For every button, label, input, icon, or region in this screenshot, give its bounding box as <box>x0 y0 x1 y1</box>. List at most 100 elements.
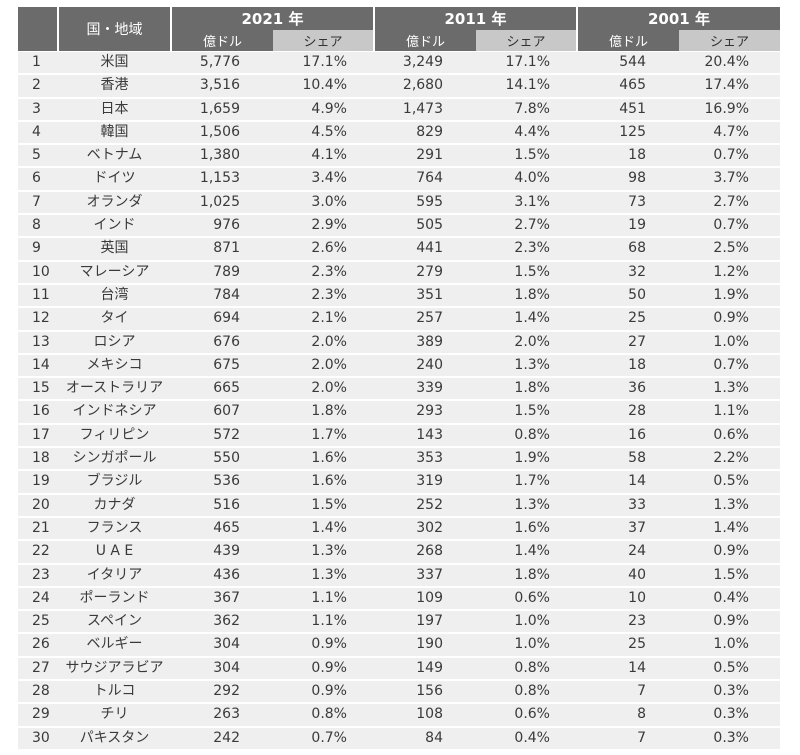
value-2001: 14 <box>628 659 646 676</box>
value-2021: 304 <box>213 636 240 653</box>
table-row: 9 英国 871 2.6% 441 2.3% 68 2.5% <box>18 238 780 260</box>
rank-cell: 2 <box>32 77 41 94</box>
value-2001: 25 <box>628 636 646 653</box>
share-2011: 1.8% <box>514 286 550 303</box>
value-2021: 976 <box>213 217 240 234</box>
value-2011: 339 <box>416 380 443 397</box>
share-2001: 1.4% <box>713 519 749 536</box>
country-name: 台湾 <box>100 286 129 303</box>
value-2021: 536 <box>213 473 240 490</box>
share-2011: 4.0% <box>514 170 550 187</box>
year-label: 2001 年 <box>578 7 780 30</box>
share-header: シェア <box>679 30 780 51</box>
value-2021: 694 <box>213 310 240 327</box>
rank-cell: 12 <box>32 310 50 327</box>
value-2011: 197 <box>416 613 443 630</box>
share-2011: 1.8% <box>514 566 550 583</box>
value-2011: 84 <box>425 729 443 746</box>
rank-cell: 26 <box>32 636 50 653</box>
value-2011: 149 <box>416 659 443 676</box>
rank-cell: 27 <box>32 659 50 676</box>
table-row: 26 ベルギー 304 0.9% 190 1.0% 25 1.0% <box>18 634 780 656</box>
share-2001: 0.5% <box>713 659 749 676</box>
rank-cell: 16 <box>32 403 50 420</box>
share-2021: 1.6% <box>311 473 347 490</box>
country-name: U A E <box>95 543 134 560</box>
country-name: パキスタン <box>79 729 150 746</box>
share-2001: 0.7% <box>713 147 749 164</box>
table-row: 4 韓国 1,506 4.5% 829 4.4% 125 4.7% <box>18 121 780 144</box>
value-2001: 465 <box>619 77 646 94</box>
value-2021: 263 <box>213 706 240 723</box>
country-name: タイ <box>100 310 129 327</box>
rank-cell: 19 <box>32 473 50 490</box>
share-2001: 0.7% <box>713 217 749 234</box>
value-2011: 2,680 <box>402 77 443 94</box>
share-2001: 0.3% <box>713 706 749 723</box>
share-2021: 2.6% <box>311 240 347 257</box>
table-row: 11 台湾 784 2.3% 351 1.8% 50 1.9% <box>18 284 780 307</box>
rank-cell: 18 <box>32 450 50 467</box>
share-2021: 1.3% <box>311 543 347 560</box>
value-2021: 871 <box>213 240 240 257</box>
share-2021: 1.1% <box>311 589 347 606</box>
share-2011: 1.9% <box>514 450 550 467</box>
rank-cell: 8 <box>32 217 41 234</box>
country-name: シンガポール <box>72 450 157 467</box>
rank-cell: 7 <box>32 193 41 210</box>
table-body: 1 米国 5,776 17.1% 3,249 17.1% 544 20.4% 2 香港 3,516 1… <box>18 52 780 751</box>
value-2001: 68 <box>628 240 646 257</box>
value-2011: 291 <box>416 147 443 164</box>
share-2021: 10.4% <box>302 77 347 94</box>
value-2001: 10 <box>628 589 646 606</box>
share-2011: 1.5% <box>514 263 550 280</box>
value-2001: 36 <box>628 380 646 397</box>
year-label: 2021 年 <box>172 7 373 30</box>
value-2021: 362 <box>213 613 240 630</box>
value-2001: 544 <box>619 54 646 70</box>
value-2021: 675 <box>213 356 240 373</box>
value-2001: 18 <box>628 356 646 373</box>
share-2001: 20.4% <box>704 54 749 70</box>
country-name: メキシコ <box>86 356 143 373</box>
share-2021: 0.9% <box>311 659 347 676</box>
rank-cell: 1 <box>32 54 41 70</box>
value-2011: 764 <box>416 170 443 187</box>
share-2021: 1.6% <box>311 450 347 467</box>
share-2001: 0.3% <box>713 683 749 700</box>
share-2001: 1.5% <box>713 566 749 583</box>
table-row: 17 フィリピン 572 1.7% 143 0.8% 16 0.6% <box>18 424 780 447</box>
usd-header: 億ドル <box>172 30 273 51</box>
share-2001: 0.9% <box>713 543 749 560</box>
share-2021: 0.7% <box>311 729 347 746</box>
value-2021: 1,153 <box>199 170 240 187</box>
value-2011: 441 <box>416 240 443 257</box>
table-row: 15 オーストラリア 665 2.0% 339 1.8% 36 1.3% <box>18 378 780 400</box>
share-2011: 0.8% <box>514 659 550 676</box>
value-2011: 351 <box>416 286 443 303</box>
share-2011: 1.3% <box>514 356 550 373</box>
value-2021: 665 <box>213 380 240 397</box>
value-2021: 292 <box>213 683 240 700</box>
share-2021: 0.9% <box>311 683 347 700</box>
country-name: ロシア <box>93 333 136 350</box>
value-2001: 98 <box>628 170 646 187</box>
share-2021: 2.1% <box>311 310 347 327</box>
share-2011: 7.8% <box>514 100 550 117</box>
share-2001: 16.9% <box>704 100 749 117</box>
share-2001: 1.3% <box>713 496 749 513</box>
table-row: 12 タイ 694 2.1% 257 1.4% 25 0.9% <box>18 308 780 330</box>
country-name: ベルギー <box>86 636 143 653</box>
value-2001: 32 <box>628 263 646 280</box>
country-name: オーストラリア <box>65 380 164 397</box>
share-2011: 1.4% <box>514 310 550 327</box>
share-2021: 4.9% <box>311 100 347 117</box>
table-row: 5 ベトナム 1,380 4.1% 291 1.5% 18 0.7% <box>18 145 780 167</box>
share-2021: 2.9% <box>311 217 347 234</box>
value-2011: 353 <box>416 450 443 467</box>
share-2001: 1.1% <box>713 403 749 420</box>
value-2011: 156 <box>416 683 443 700</box>
table-row: 20 カナダ 516 1.5% 252 1.3% 33 1.3% <box>18 494 780 516</box>
share-2021: 17.1% <box>302 54 347 70</box>
share-2021: 0.9% <box>311 636 347 653</box>
